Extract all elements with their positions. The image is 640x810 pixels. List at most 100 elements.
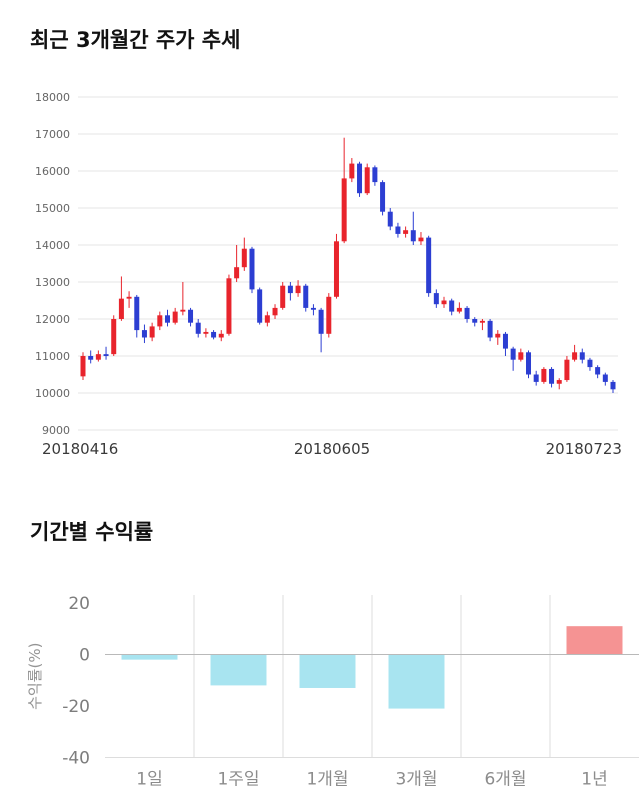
candle-body	[180, 309, 186, 312]
y-axis-tick-label: 13000	[35, 276, 70, 289]
candle-body	[487, 320, 493, 338]
y-axis-tick-label: 11000	[35, 350, 70, 363]
candle-body	[95, 354, 101, 360]
candle-body	[287, 285, 293, 294]
candle-body	[403, 230, 409, 234]
candle-body	[533, 374, 539, 382]
candle-body	[587, 359, 593, 368]
candle-body	[526, 352, 532, 375]
bar	[299, 654, 356, 688]
category-label: 1년	[581, 770, 607, 790]
y-axis-tick-label: -40	[62, 749, 90, 769]
candle-body	[364, 167, 370, 194]
candle-body	[472, 319, 478, 323]
candle-body	[418, 237, 424, 242]
y-axis-tick-label: 18000	[35, 91, 70, 104]
candle-body	[579, 352, 585, 360]
price-chart-title: 최근 3개월간 주가 추세	[30, 28, 241, 52]
candle-body	[395, 226, 401, 234]
candle-body	[433, 293, 439, 305]
candle-body	[203, 331, 209, 334]
candle-body	[549, 368, 555, 384]
candle-body	[387, 211, 393, 227]
candle-body	[303, 285, 309, 308]
bar	[388, 654, 445, 709]
candle-body	[349, 163, 355, 179]
candle-body	[441, 300, 447, 305]
x-axis-label-end: 20180723	[545, 440, 622, 458]
y-axis-title: 수익률(%)	[26, 643, 44, 710]
candle-body	[518, 352, 524, 360]
candle-body	[126, 296, 132, 299]
candle-body	[264, 315, 270, 323]
price-chart-x-axis: 20180416 20180605 20180723	[42, 440, 622, 458]
category-label: 3개월	[395, 770, 437, 790]
candle-body	[341, 178, 347, 242]
candle-body	[188, 309, 194, 323]
candle-body	[602, 374, 608, 382]
candle-body	[610, 381, 616, 390]
candle-body	[149, 326, 155, 338]
candle-body	[333, 241, 339, 297]
bar	[210, 654, 267, 686]
candle-body	[172, 311, 178, 323]
candle-body	[479, 320, 485, 323]
candle-body	[372, 167, 378, 183]
candle-body	[464, 307, 470, 319]
candle-body	[541, 368, 547, 382]
y-axis-tick-label: 10000	[35, 387, 70, 400]
returns-chart-title: 기간별 수익률	[30, 520, 154, 544]
returns-bar-chart: 20 0 -20 -40 수익률(%) 1일 1주일 1개월 3개월 6개월 1년	[26, 594, 639, 790]
candle-body	[357, 163, 363, 194]
category-label: 1일	[136, 770, 162, 790]
candle-body	[157, 315, 163, 327]
candle-body	[164, 315, 170, 323]
candle-body	[118, 298, 124, 319]
candle-body	[510, 348, 516, 360]
candle-body	[502, 333, 508, 349]
candle-body	[449, 300, 455, 312]
candle-body	[195, 322, 201, 334]
category-label: 6개월	[484, 770, 526, 790]
candle-body	[326, 296, 332, 334]
candle-body	[103, 354, 109, 356]
candle-body	[295, 285, 301, 294]
y-axis-tick-label: 9000	[42, 424, 70, 437]
y-axis-tick-label: 15000	[35, 202, 70, 215]
candle-body	[595, 367, 601, 375]
y-axis-tick-label: 0	[79, 646, 90, 666]
y-axis-tick-label: 17000	[35, 128, 70, 141]
y-axis-tick-label: 16000	[35, 165, 70, 178]
y-axis-tick-label: 14000	[35, 239, 70, 252]
category-label: 1주일	[217, 770, 259, 790]
candle-body	[572, 352, 578, 360]
candle-body	[556, 380, 562, 384]
candle-body	[226, 278, 232, 334]
candle-body	[218, 333, 224, 338]
bar	[121, 654, 178, 660]
candle-body	[111, 319, 117, 355]
candle-body	[141, 330, 147, 338]
candle-body	[211, 331, 217, 338]
x-axis-label-start: 20180416	[42, 440, 119, 458]
candle-body	[80, 356, 86, 377]
x-axis-label-mid: 20180605	[293, 440, 371, 458]
candle-body	[456, 307, 462, 312]
y-axis-tick-label: -20	[62, 697, 90, 717]
category-label: 1개월	[306, 770, 348, 790]
candle-body	[495, 333, 501, 338]
candle-body	[426, 237, 432, 294]
candle-body	[380, 182, 386, 212]
candle-body	[241, 248, 247, 268]
bar	[566, 626, 623, 655]
candle-body	[410, 230, 416, 242]
y-axis-tick-label: 20	[68, 594, 90, 614]
candle-body	[280, 285, 286, 308]
candle-body	[88, 356, 94, 360]
candle-body	[234, 267, 240, 279]
candle-body	[272, 307, 278, 316]
candle-body	[134, 296, 140, 331]
candle-body	[310, 307, 316, 310]
candle-body	[249, 248, 255, 290]
